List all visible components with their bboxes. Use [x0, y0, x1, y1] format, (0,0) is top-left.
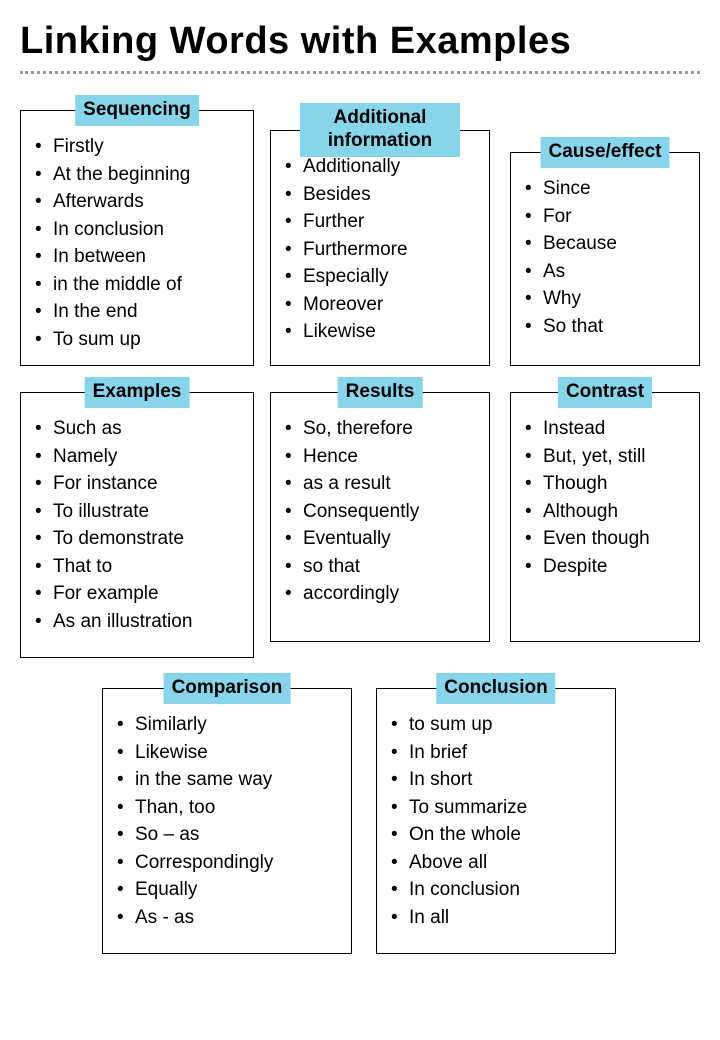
list-item: That to: [35, 553, 243, 581]
list-item: So, therefore: [285, 415, 479, 443]
list-item: accordingly: [285, 580, 479, 608]
list-item: Why: [525, 285, 689, 313]
list-item: In short: [391, 766, 605, 794]
list-item: For example: [35, 580, 243, 608]
list-item: To summarize: [391, 794, 605, 822]
list-item: In the end: [35, 298, 243, 326]
list-item: To demonstrate: [35, 525, 243, 553]
list-item: In brief: [391, 739, 605, 767]
list-item: Additionally: [285, 153, 479, 181]
card-list: to sum upIn briefIn shortTo summarizeOn …: [377, 689, 615, 941]
list-item: Correspondingly: [117, 849, 341, 877]
list-item: Although: [525, 498, 689, 526]
list-item: For: [525, 203, 689, 231]
card-header: Additional information: [300, 103, 460, 157]
list-item: As - as: [117, 904, 341, 932]
list-item: So – as: [117, 821, 341, 849]
list-item: Firstly: [35, 133, 243, 161]
card-header: Contrast: [558, 377, 652, 408]
card-header: Comparison: [164, 673, 291, 704]
card-contrast: Contrast InsteadBut, yet, stillThoughAlt…: [510, 392, 700, 642]
card-header: Results: [338, 377, 423, 408]
card-additional: Additional information AdditionallyBesid…: [270, 130, 490, 366]
card-comparison: Comparison SimilarlyLikewisein the same …: [102, 688, 352, 954]
list-item: To sum up: [35, 326, 243, 354]
card-list: AdditionallyBesidesFurtherFurthermoreEsp…: [271, 131, 489, 356]
list-item: in the middle of: [35, 271, 243, 299]
list-item: Than, too: [117, 794, 341, 822]
list-item: Equally: [117, 876, 341, 904]
list-item: Likewise: [117, 739, 341, 767]
list-item: Moreover: [285, 291, 479, 319]
card-header: Conclusion: [436, 673, 555, 704]
list-item: Above all: [391, 849, 605, 877]
card-list: SinceForBecauseAsWhySo that: [511, 153, 699, 350]
card-header: Sequencing: [75, 95, 199, 126]
list-item: Though: [525, 470, 689, 498]
list-item: in the same way: [117, 766, 341, 794]
list-item: Since: [525, 175, 689, 203]
list-item: In all: [391, 904, 605, 932]
card-list: SimilarlyLikewisein the same wayThan, to…: [103, 689, 351, 941]
page-title: Linking Words with Examples: [20, 20, 700, 63]
card-header: Cause/effect: [541, 137, 670, 168]
list-item: In conclusion: [35, 216, 243, 244]
card-list: InsteadBut, yet, stillThoughAlthoughEven…: [511, 393, 699, 590]
list-item: At the beginning: [35, 161, 243, 189]
list-item: Hence: [285, 443, 479, 471]
list-item: So that: [525, 313, 689, 341]
card-list: So, thereforeHenceas a resultConsequentl…: [271, 393, 489, 618]
list-item: Consequently: [285, 498, 479, 526]
card-cause: Cause/effect SinceForBecauseAsWhySo that: [510, 152, 700, 366]
list-item: In conclusion: [391, 876, 605, 904]
list-item: Furthermore: [285, 236, 479, 264]
list-item: Further: [285, 208, 479, 236]
card-list: Such asNamelyFor instanceTo illustrateTo…: [21, 393, 253, 645]
list-item: Besides: [285, 181, 479, 209]
list-item: Afterwards: [35, 188, 243, 216]
list-item: Despite: [525, 553, 689, 581]
list-item: To illustrate: [35, 498, 243, 526]
card-header: Examples: [85, 377, 190, 408]
divider: [20, 71, 700, 74]
card-results: Results So, thereforeHenceas a resultCon…: [270, 392, 490, 642]
list-item: As an illustration: [35, 608, 243, 636]
list-item: Likewise: [285, 318, 479, 346]
list-item: Such as: [35, 415, 243, 443]
list-item: Similarly: [117, 711, 341, 739]
list-item: so that: [285, 553, 479, 581]
list-item: Eventually: [285, 525, 479, 553]
list-item: Even though: [525, 525, 689, 553]
list-item: But, yet, still: [525, 443, 689, 471]
list-item: As: [525, 258, 689, 286]
list-item: Because: [525, 230, 689, 258]
card-conclusion: Conclusion to sum upIn briefIn shortTo s…: [376, 688, 616, 954]
list-item: For instance: [35, 470, 243, 498]
card-list: FirstlyAt the beginningAfterwardsIn conc…: [21, 111, 253, 363]
list-item: Instead: [525, 415, 689, 443]
list-item: In between: [35, 243, 243, 271]
list-item: as a result: [285, 470, 479, 498]
list-item: Namely: [35, 443, 243, 471]
card-sequencing: Sequencing FirstlyAt the beginningAfterw…: [20, 110, 254, 366]
card-examples: Examples Such asNamelyFor instanceTo ill…: [20, 392, 254, 658]
list-item: to sum up: [391, 711, 605, 739]
list-item: Especially: [285, 263, 479, 291]
list-item: On the whole: [391, 821, 605, 849]
